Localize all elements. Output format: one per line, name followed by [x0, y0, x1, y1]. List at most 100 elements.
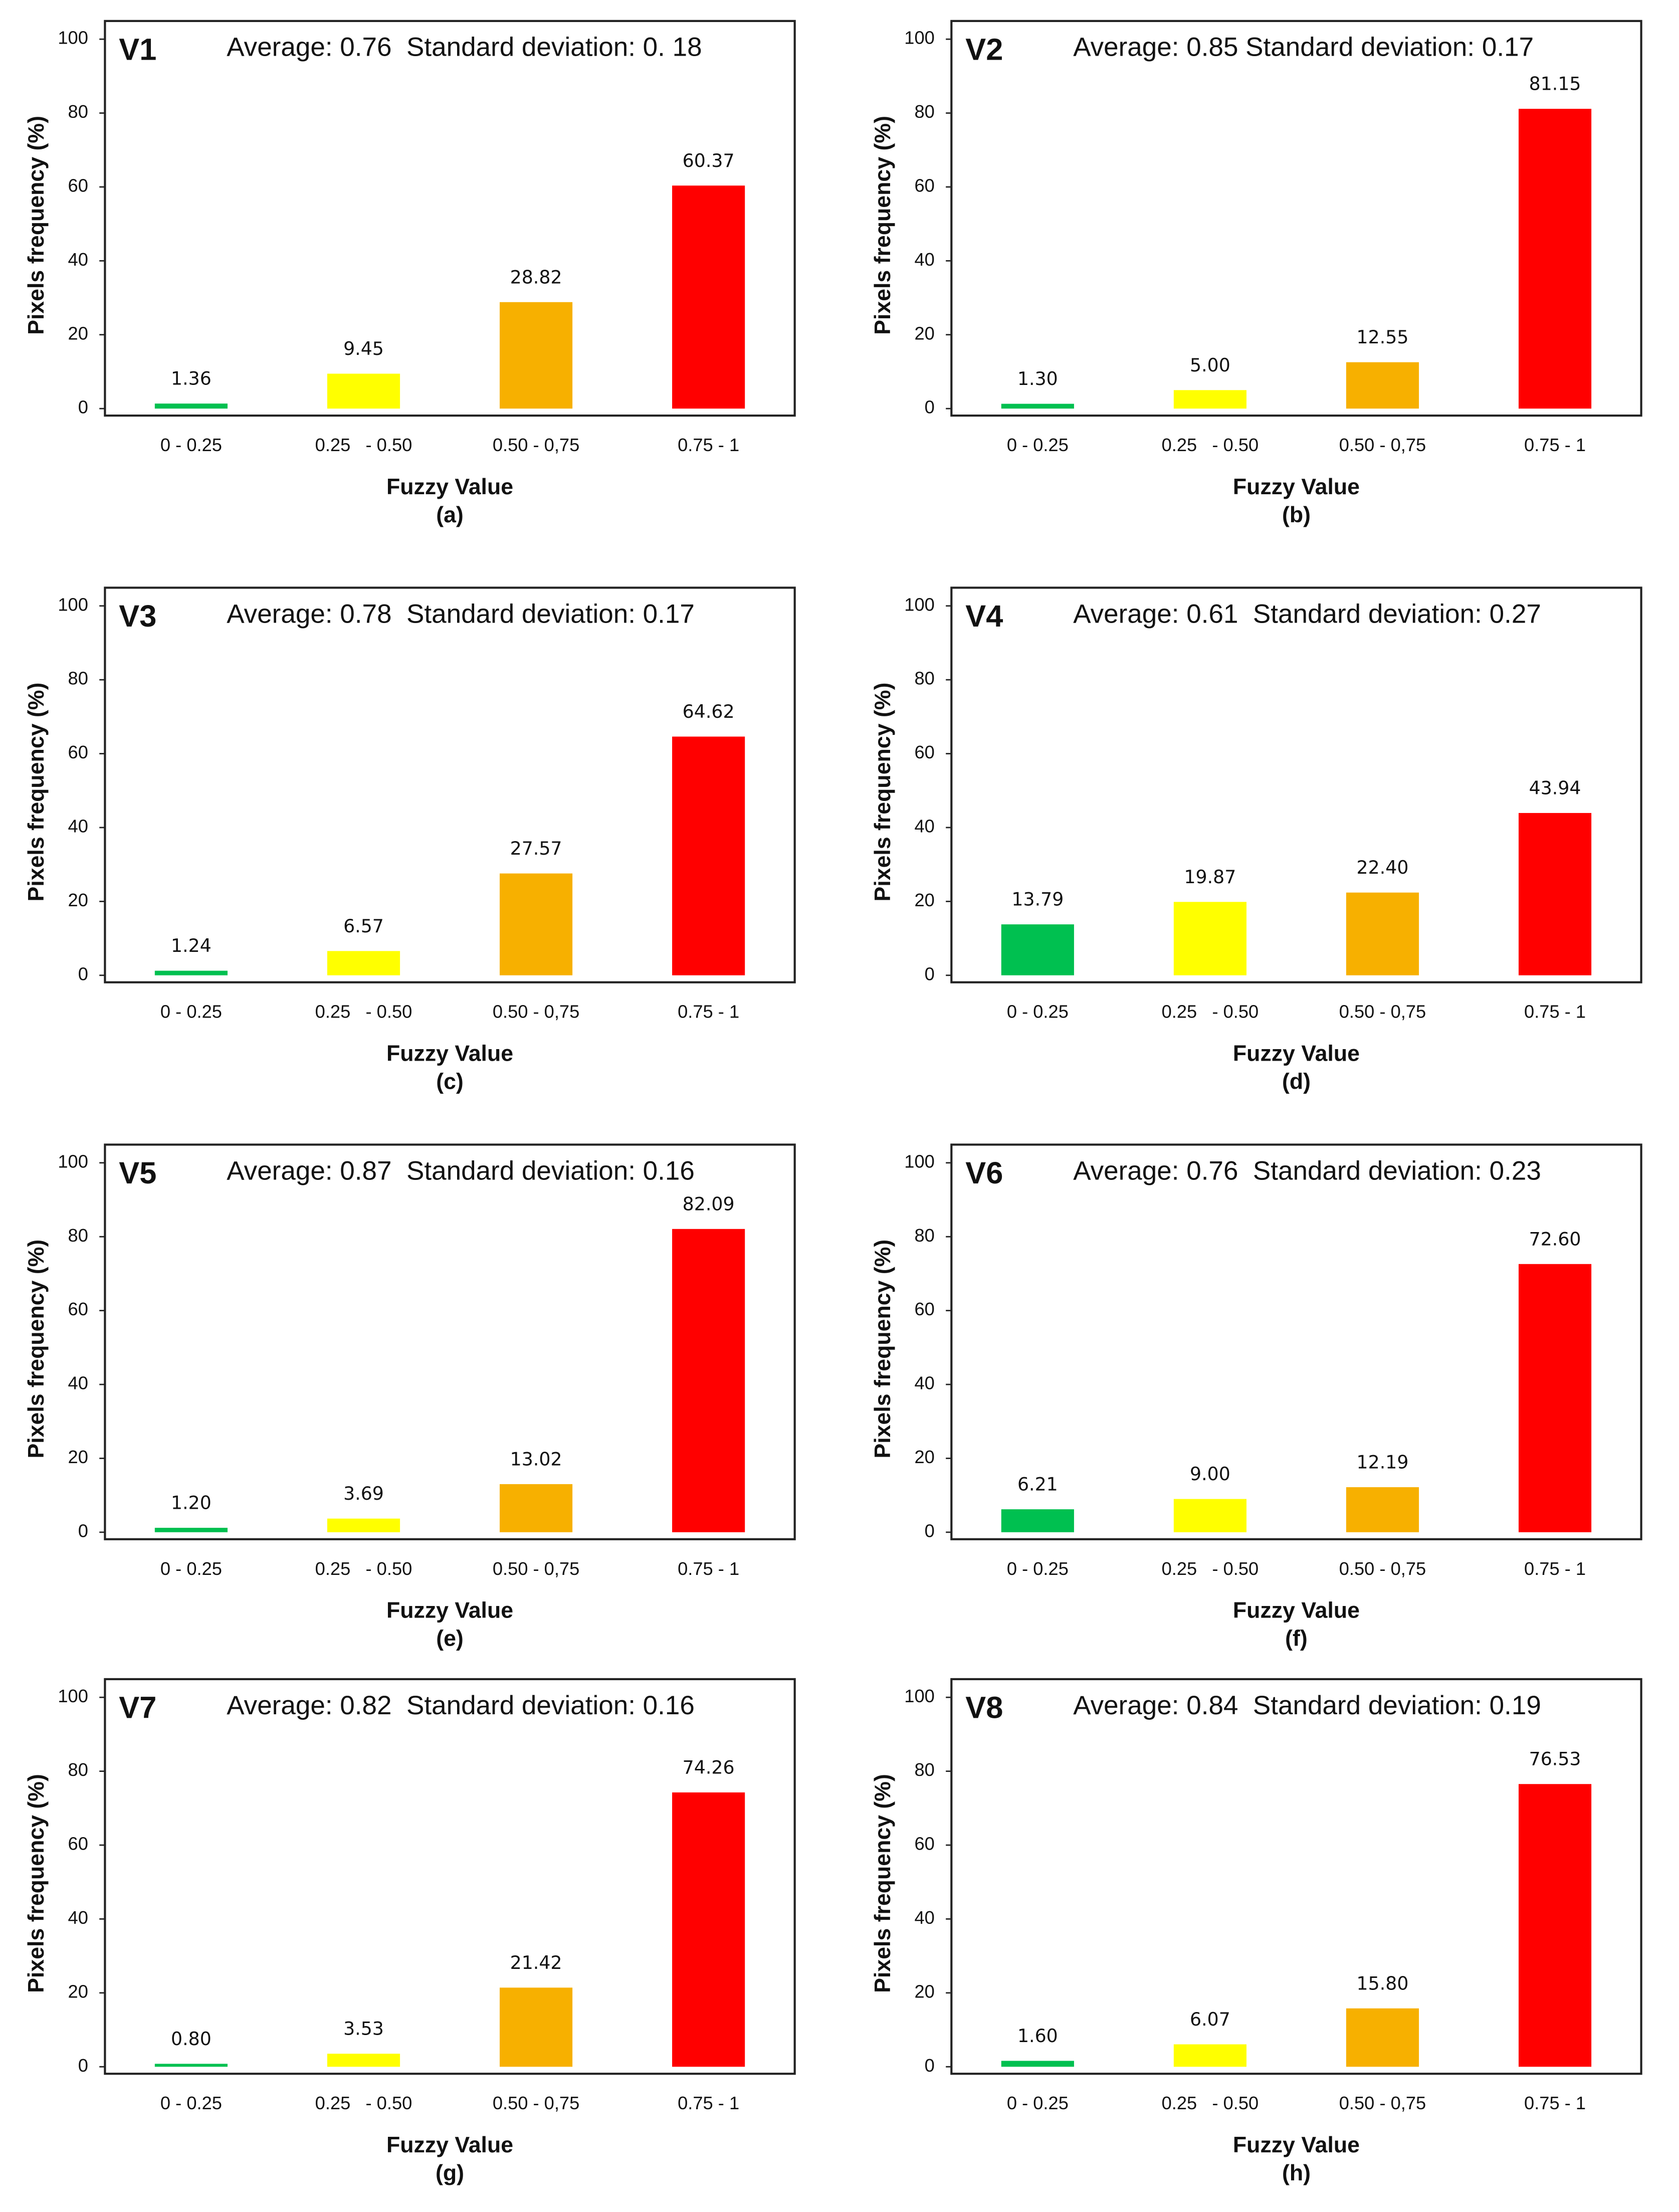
x-tick-label: 0 - 0.25	[1007, 1558, 1069, 1579]
y-tick-label: 80	[914, 101, 934, 122]
y-tick-label: 20	[914, 890, 934, 910]
plot-frame	[104, 20, 796, 417]
panel-label: V5	[119, 1156, 156, 1190]
plot-frame	[950, 1143, 1642, 1540]
bar	[154, 404, 228, 409]
y-tick-label: 20	[68, 1981, 88, 2001]
x-tick-label: 0.25 - 0.50	[315, 1001, 412, 1022]
y-tick-label: 80	[914, 1225, 934, 1246]
y-tick-label: 60	[914, 175, 934, 196]
x-tick-label: 0 - 0.25	[160, 435, 222, 455]
y-tick-label: 0	[78, 2055, 88, 2076]
x-tick-label: 0.50 - 0,75	[1339, 1001, 1426, 1022]
bar	[1518, 1784, 1592, 2067]
value-label: 9.00	[1190, 1463, 1230, 1485]
bar	[1001, 2061, 1074, 2067]
panel-label: V7	[119, 1691, 156, 1725]
y-tick-label: 60	[914, 1299, 934, 1319]
caption: (e)	[436, 1627, 464, 1651]
plot-frame	[104, 1143, 796, 1540]
bar	[1001, 1509, 1074, 1532]
y-tick-label: 60	[68, 1834, 88, 1854]
value-label: 72.60	[1529, 1228, 1581, 1250]
caption: (a)	[436, 503, 464, 527]
y-tick-label: 0	[925, 963, 935, 984]
x-axis-label: Fuzzy Value	[1233, 2133, 1360, 2157]
y-tick-label: 100	[58, 1151, 88, 1171]
y-tick-label: 60	[68, 1299, 88, 1319]
y-tick-label: 40	[914, 1907, 934, 1928]
bar	[1518, 1264, 1592, 1532]
y-tick-label: 40	[68, 816, 88, 837]
y-tick-label: 20	[914, 323, 934, 343]
value-label: 1.60	[1017, 2025, 1058, 2047]
y-tick-label: 0	[925, 2055, 935, 2076]
x-tick-label: 0.75 - 1	[678, 435, 739, 455]
y-tick-label: 100	[904, 1151, 935, 1171]
x-tick-label: 0.50 - 0,75	[493, 2093, 579, 2113]
y-tick-label: 60	[914, 1834, 934, 1854]
value-label: 3.69	[343, 1483, 384, 1504]
bar	[499, 873, 573, 975]
bar	[154, 2064, 228, 2067]
y-axis-label: Pixels frequency (%)	[871, 683, 895, 902]
x-tick-label: 0 - 0.25	[160, 2093, 222, 2113]
bar	[1346, 892, 1419, 975]
panel-label: V8	[965, 1691, 1003, 1725]
plot-frame	[950, 1678, 1642, 2075]
chart-title: Average: 0.61 Standard deviation: 0.27	[1073, 599, 1541, 629]
value-label: 6.21	[1017, 1474, 1058, 1495]
value-label: 9.45	[343, 338, 384, 359]
chart-title: Average: 0.87 Standard deviation: 0.16	[227, 1156, 695, 1185]
chart-title: Average: 0.76 Standard deviation: 0.23	[1073, 1156, 1541, 1185]
value-label: 13.79	[1011, 889, 1064, 910]
bar	[154, 970, 228, 975]
x-tick-label: 0.50 - 0,75	[493, 1558, 579, 1579]
y-tick-label: 40	[68, 249, 88, 270]
x-axis-label: Fuzzy Value	[386, 2133, 513, 2157]
x-tick-label: 0.75 - 1	[678, 2093, 739, 2113]
y-axis-label: Pixels frequency (%)	[24, 683, 49, 902]
bar	[499, 1484, 573, 1532]
y-tick-label: 20	[68, 323, 88, 343]
x-tick-label: 0 - 0.25	[1007, 435, 1069, 455]
chart-title: Average: 0.76 Standard deviation: 0. 18	[227, 33, 702, 62]
plot-frame	[950, 20, 1642, 417]
x-axis-label: Fuzzy Value	[1233, 1042, 1360, 1066]
y-tick-label: 100	[904, 1686, 935, 1706]
chart-title: Average: 0.78 Standard deviation: 0.17	[227, 599, 695, 629]
y-tick-label: 0	[925, 397, 935, 418]
panel-label: V4	[965, 599, 1003, 634]
value-label: 82.09	[683, 1193, 735, 1215]
value-label: 12.19	[1357, 1452, 1409, 1473]
caption: (g)	[436, 2161, 464, 2185]
value-label: 27.57	[510, 838, 562, 859]
caption: (h)	[1282, 2161, 1311, 2185]
x-tick-label: 0.50 - 0,75	[493, 1001, 579, 1022]
x-axis-label: Fuzzy Value	[1233, 1598, 1360, 1623]
plot-frame	[104, 586, 796, 983]
y-tick-label: 100	[904, 594, 935, 615]
bar	[1346, 1487, 1419, 1532]
bar	[672, 1229, 745, 1532]
bar	[1518, 109, 1592, 409]
value-label: 6.07	[1190, 2008, 1230, 2030]
value-label: 21.42	[510, 1952, 562, 1973]
x-tick-label: 0.75 - 1	[1524, 435, 1586, 455]
x-tick-label: 0.50 - 0,75	[1339, 1558, 1426, 1579]
x-tick-label: 0.25 - 0.50	[1162, 1001, 1259, 1022]
caption: (f)	[1285, 1627, 1308, 1651]
value-label: 1.24	[171, 935, 212, 956]
x-tick-label: 0.75 - 1	[678, 1558, 739, 1579]
value-label: 1.30	[1017, 368, 1058, 389]
value-label: 43.94	[1529, 777, 1581, 798]
bar	[327, 951, 400, 975]
y-tick-label: 100	[58, 28, 88, 48]
value-label: 12.55	[1357, 326, 1409, 348]
y-tick-label: 80	[68, 101, 88, 122]
y-axis-label: Pixels frequency (%)	[871, 1774, 895, 1993]
bar	[1346, 362, 1419, 409]
y-tick-label: 80	[68, 668, 88, 689]
y-axis-label: Pixels frequency (%)	[24, 116, 49, 335]
value-label: 28.82	[510, 266, 562, 288]
